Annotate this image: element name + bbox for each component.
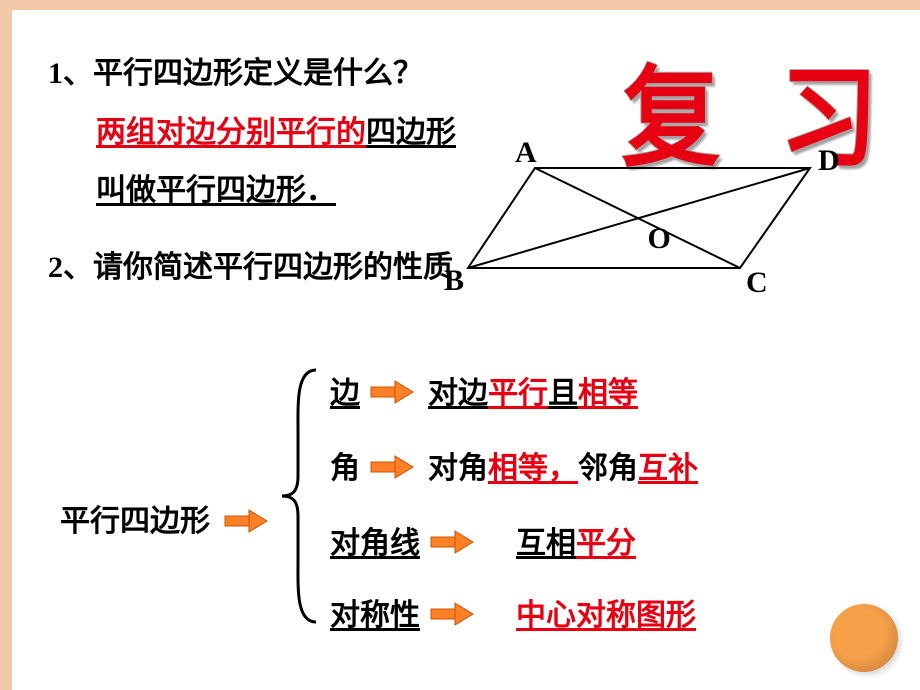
vertex-label-A: A [515,140,537,169]
q1-answer2: 叫做平行四边形 [96,174,306,207]
q2-text: 请你简述平行四边形的性质 [93,251,453,284]
property-text: 平行 [488,368,548,412]
property-text: 相等 [578,368,638,412]
property-row-1: 角 对角相等，邻角互补 [330,443,698,487]
property-text: 对角 [428,443,488,487]
vertex-label-C: C [746,266,768,299]
property-head: 对称性 [330,590,420,634]
properties-lhs: 平行四边形 [60,496,268,541]
q1-question: 平行四边形定义是什么？ [93,57,423,90]
vertex-label-D: D [818,144,840,177]
vertex-label-O: O [648,222,671,255]
property-row-2: 对角线 互相平分 [330,518,636,562]
q1-line: 1、平行四边形定义是什么？ [48,48,888,101]
q2-num: 2、 [48,251,93,284]
q1-answer-red: 两组对边分别平行的 [96,116,366,149]
property-text: 平分 [576,518,636,562]
vertex-label-B: B [444,264,464,297]
decorative-circle-icon [830,604,898,672]
properties-block: 平行四边形 边 对边平行且相等 角 对角相等，邻角互补对角线 互相平分对称性 中心对称图… [60,368,880,668]
property-text: 对边 [428,368,488,412]
arrow-icon [370,453,414,477]
property-text: 且 [548,368,578,412]
properties-lhs-text: 平行四边形 [60,505,210,538]
property-row-0: 边 对边平行且相等 [330,368,638,412]
property-head: 对角线 [330,518,420,562]
arrow-icon [430,528,474,552]
q1-period: ． [306,174,336,207]
q1-num: 1、 [48,57,93,90]
parallelogram-svg: A D B C O [440,140,870,310]
diagonal-bd [468,168,810,268]
property-text: 相等， [488,443,578,487]
arrow-icon [224,507,268,541]
property-text: 互相 [516,518,576,562]
arrow-icon [370,378,414,402]
arrow-icon [430,600,474,624]
parallelogram-diagram: A D B C O [440,140,870,310]
property-text: 邻角 [578,443,638,487]
property-row-3: 对称性 中心对称图形 [330,590,696,634]
left-accent-bar [0,0,12,690]
property-text: 中心对称图形 [516,590,696,634]
left-brace-icon [276,366,326,626]
property-text: 互补 [638,443,698,487]
top-accent-bar [0,0,920,10]
property-head: 边 [330,368,360,412]
property-head: 角 [330,443,360,487]
